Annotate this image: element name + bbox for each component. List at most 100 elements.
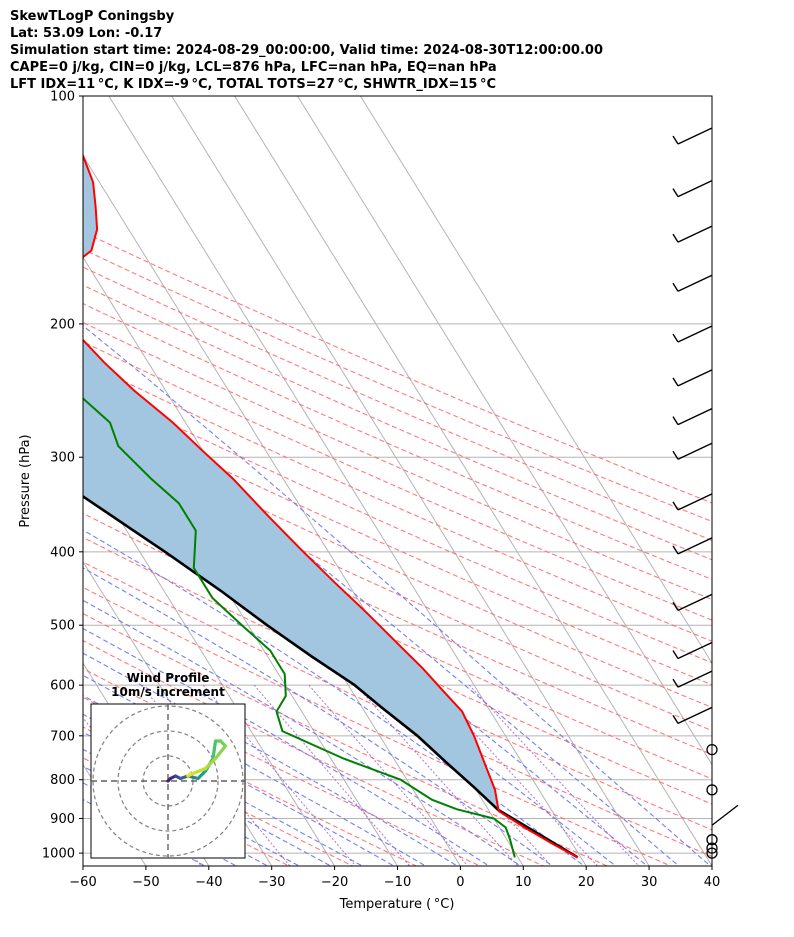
dry-adiabat-line xyxy=(83,341,712,621)
wind-barbs xyxy=(672,127,739,859)
chart-title-block: SkewTLogP Coningsby Lat: 53.09 Lon: -0.1… xyxy=(10,8,603,93)
y-tick-label: 900 xyxy=(50,812,75,827)
wind-barb xyxy=(677,127,713,145)
hodograph-segment xyxy=(186,771,193,778)
y-tick-label: 400 xyxy=(50,545,75,560)
isotherm-line xyxy=(234,96,712,866)
y-tick-label: 700 xyxy=(50,729,75,744)
wind-barb-flag xyxy=(672,333,679,343)
x-tick-label: 0 xyxy=(456,875,464,890)
moist-adiabat-line xyxy=(83,713,364,866)
wind-barb xyxy=(677,641,713,660)
x-tick-label: −50 xyxy=(132,875,159,890)
hodograph-segment xyxy=(211,739,218,761)
mixing-ratio-line xyxy=(308,684,469,866)
wind-barb-flag xyxy=(672,545,679,555)
wind-barb xyxy=(677,706,713,725)
y-axis-label: Pressure (hPa) xyxy=(18,434,33,527)
x-tick-label: −20 xyxy=(321,875,348,890)
hodograph-segment xyxy=(213,744,228,761)
wind-barb-flag xyxy=(672,377,679,387)
wind-barb xyxy=(677,537,713,555)
wind-barb xyxy=(677,369,713,387)
wind-barb-flag xyxy=(672,650,679,659)
y-tick-label: 1000 xyxy=(42,847,75,862)
location-line: Lat: 53.09 Lon: -0.17 xyxy=(10,26,163,41)
wind-barb-flag xyxy=(672,715,679,724)
isotherm-line xyxy=(108,96,587,866)
parcel-profile-line xyxy=(83,494,579,859)
wind-barb-flag xyxy=(672,678,679,688)
x-tick-label: −60 xyxy=(69,875,96,890)
wind-barb xyxy=(677,593,713,611)
wind-barb-flag xyxy=(672,282,679,292)
mixing-ratio-line xyxy=(253,684,411,866)
dry-adiabat-line xyxy=(83,536,712,831)
inset-subtitle: 10m/s increment xyxy=(111,685,225,699)
moist-adiabat-line xyxy=(83,674,427,866)
y-tick-label: 200 xyxy=(50,317,75,332)
y-tick-label: 800 xyxy=(50,773,75,788)
calm-wind-circle xyxy=(706,784,718,796)
dry-adiabat-line xyxy=(83,231,712,504)
profile-series xyxy=(83,152,579,859)
x-axis-label: Temperature ( °C) xyxy=(339,897,455,912)
wind-barb xyxy=(677,442,713,460)
x-tick-label: 30 xyxy=(641,875,658,890)
dry-adiabat-line xyxy=(83,303,712,580)
x-tick-label: −30 xyxy=(258,875,285,890)
x-tick-label: −10 xyxy=(384,875,411,890)
dry-adiabat-line xyxy=(83,401,712,686)
isotherm-line xyxy=(83,865,84,866)
moist-adiabat-line xyxy=(83,599,522,866)
wind-barb-flag xyxy=(672,416,679,425)
mixing-ratio-line xyxy=(355,684,519,866)
wind-barb-flag xyxy=(672,233,679,243)
calm-wind-circle xyxy=(706,847,718,859)
moist-adiabat-line xyxy=(83,627,490,866)
calm-wind-circle xyxy=(706,842,718,854)
dry-adiabat-line xyxy=(83,612,609,866)
dry-adiabat-line xyxy=(83,512,712,805)
wind-barb xyxy=(677,225,713,243)
moist-adiabat-line xyxy=(83,652,459,866)
wind-barb xyxy=(677,180,713,198)
hodograph-segment xyxy=(191,766,208,776)
dry-adiabat-line xyxy=(83,266,712,542)
hodograph-segment xyxy=(196,769,208,781)
x-tick-label: 40 xyxy=(704,875,721,890)
y-tick-label: 300 xyxy=(50,451,75,466)
wind-barb xyxy=(711,804,739,826)
wind-barb xyxy=(677,325,713,343)
wind-barb xyxy=(677,670,713,688)
isotherm-line xyxy=(359,96,712,665)
y-tick-label: 600 xyxy=(50,679,75,694)
isotherm-line xyxy=(297,96,712,766)
wind-barb-flag xyxy=(672,601,679,611)
hodograph-segment xyxy=(203,756,218,771)
x-tick-label: 20 xyxy=(578,875,595,890)
time-line: Simulation start time: 2024-08-29_00:00:… xyxy=(10,43,603,58)
index-line: LFT IDX=11 °C, K IDX=-9 °C, TOTAL TOTS=2… xyxy=(10,77,497,92)
wind-barb xyxy=(677,493,713,511)
moist-adiabat-line xyxy=(83,324,712,866)
wind-barb-flag xyxy=(672,135,679,145)
x-tick-label: 10 xyxy=(515,875,532,890)
inset-title: Wind Profile xyxy=(127,671,210,685)
mixing-ratio-line xyxy=(202,684,357,866)
dewpoint-line xyxy=(83,397,516,858)
dry-adiabat-line xyxy=(83,360,712,642)
wind-barb-flag xyxy=(672,501,679,511)
moist-adiabat-line xyxy=(83,529,585,866)
hodograph-ring xyxy=(117,730,219,832)
calm-wind-circle xyxy=(706,834,718,846)
cape-line: CAPE=0 j/kg, CIN=0 j/kg, LCL=876 hPa, LF… xyxy=(10,60,497,75)
wind-barb-flag xyxy=(672,188,679,198)
isotherm-line xyxy=(171,96,650,866)
calm-wind-circle xyxy=(706,743,718,756)
dry-adiabat-line xyxy=(83,466,712,756)
chart-title: SkewTLogP Coningsby xyxy=(10,9,175,24)
